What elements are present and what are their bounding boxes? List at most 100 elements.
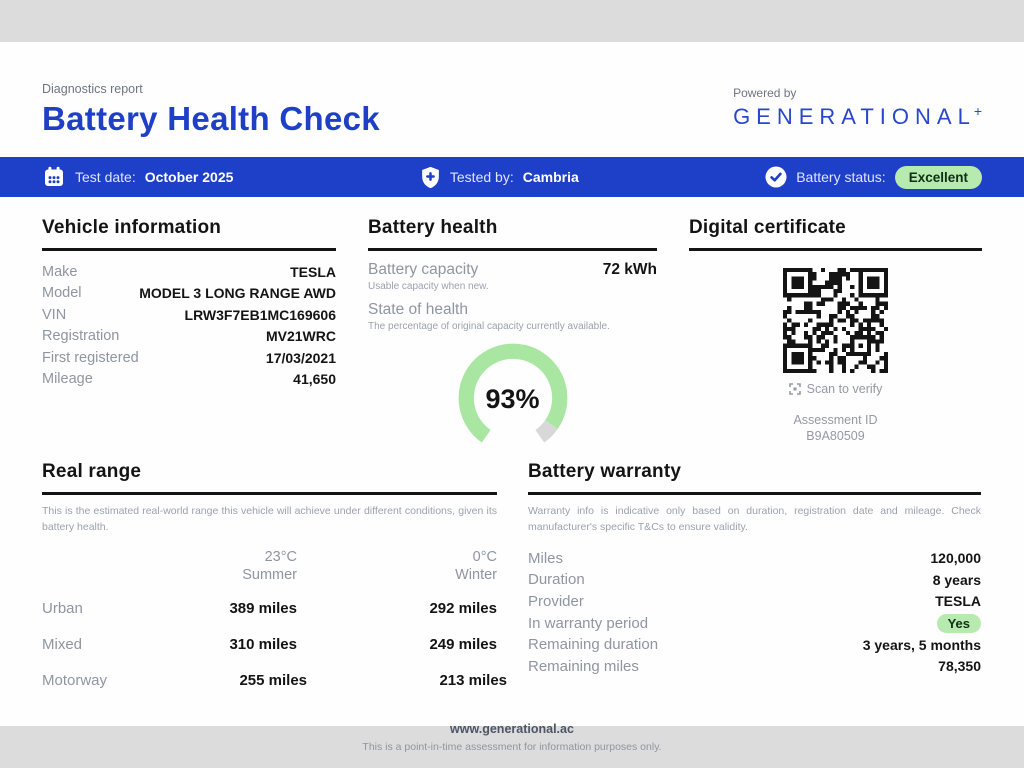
real-range-table: 23°C Summer 0°C Winter Urban 389 miles 292… (42, 548, 507, 693)
table-row: Remaining miles 78,350 (528, 655, 981, 677)
powered-by-label: Powered by (733, 86, 797, 100)
real-range-description: This is the estimated real-world range t… (42, 505, 497, 533)
real-range-title: Real range (42, 461, 497, 495)
soh-label: State of health (368, 301, 468, 318)
table-row: Provider TESLA (528, 591, 981, 613)
brand-block: Powered by GENERATIONAL+ (733, 86, 982, 130)
calendar-icon (45, 166, 63, 186)
table-row: Duration 8 years (528, 569, 981, 591)
table-row: Remaining duration 3 years, 5 months (528, 634, 981, 656)
row-value: LRW3F7EB1MC169606 (184, 306, 336, 323)
qr-code (783, 268, 888, 373)
tested-by-group: Tested by: Cambria (420, 166, 579, 189)
soh-note: The percentage of original capacity curr… (368, 321, 610, 332)
row-value: 41,650 (293, 371, 336, 388)
tested-by-label: Tested by: (449, 169, 514, 185)
table-row: Make TESLA (42, 261, 336, 283)
vehicle-info-list: Make TESLA Model MODEL 3 LONG RANGE AWD VI… (42, 261, 336, 390)
table-row: VIN LRW3F7EB1MC169606 (42, 304, 336, 326)
warranty-title: Battery warranty (528, 461, 981, 495)
row-label: Model (42, 285, 82, 302)
test-date-label: Test date: (75, 169, 136, 185)
warranty-description: Warranty info is indicative only based o… (528, 505, 981, 533)
row-label: In warranty period (528, 614, 649, 632)
main-row-2: Real range This is the estimated real-wo… (0, 461, 1024, 693)
tested-by-value: Cambria (522, 169, 579, 185)
soh-value: 93% (485, 383, 540, 414)
brand-plus: + (973, 103, 982, 119)
row-value: 389 miles (229, 599, 297, 617)
row-value: TESLA (290, 263, 336, 280)
certificate-section: Digital certificate Scan to verify Asses… (689, 217, 982, 459)
page-title: Battery Health Check (42, 100, 380, 137)
report-header: Diagnostics report Battery Health Check … (0, 42, 1024, 138)
footer-disclaimer: This is a point-in-time assessment for i… (362, 740, 662, 753)
battery-capacity-note: Usable capacity when new. (368, 281, 489, 292)
table-row: Miles 120,000 (528, 548, 981, 570)
row-value: 249 miles (429, 635, 497, 653)
brand-logo: GENERATIONAL+ (733, 103, 982, 130)
row-value: 120,000 (930, 550, 981, 567)
row-label: Remaining miles (528, 657, 639, 675)
real-range-section: Real range This is the estimated real-wo… (42, 461, 507, 693)
row-value: 8 years (932, 571, 981, 588)
table-row: Mixed 310 miles 249 miles (42, 632, 497, 657)
row-value: 78,350 (938, 658, 981, 675)
battery-capacity-row: Battery capacity 72 kWh (368, 261, 657, 279)
row-label: Motorway (42, 671, 108, 689)
real-range-header: 23°C Summer 0°C Winter (42, 548, 497, 585)
row-label: VIN (42, 306, 67, 323)
row-value: 213 miles (439, 671, 508, 689)
warranty-list: Miles 120,000 Duration 8 years Provider TES… (528, 548, 981, 678)
battery-capacity-label: Battery capacity (368, 261, 479, 278)
scan-row: Scan to verify (689, 382, 982, 396)
row-value: MV21WRC (265, 328, 336, 345)
table-row: Registration MV21WRC (42, 326, 336, 348)
row-value: TESLA (935, 593, 981, 610)
in-warranty-badge: Yes (936, 613, 981, 633)
row-label: Provider (528, 592, 584, 610)
brand-name: GENERATIONAL (733, 104, 976, 129)
battery-health-section: Battery health Battery capacity 72 kWh U… (368, 217, 657, 459)
battery-health-title: Battery health (368, 217, 657, 251)
assessment-id-value: B9A80509 (806, 429, 865, 444)
battery-status-group: Battery status: Excellent (765, 165, 982, 189)
table-row: In warranty period Yes (528, 612, 981, 634)
assessment-id: Assessment ID B9A80509 (689, 412, 982, 445)
vehicle-info-section: Vehicle information Make TESLA Model MODEL… (42, 217, 336, 459)
soh-gauge: 93% (452, 337, 574, 459)
vehicle-info-title: Vehicle information (42, 217, 336, 251)
row-label: Registration (42, 328, 120, 345)
row-label: Mileage (42, 371, 93, 388)
warranty-section: Battery warranty Warranty info is indica… (528, 461, 981, 693)
shield-plus-icon (422, 166, 439, 188)
row-label: Mixed (42, 635, 83, 653)
table-row: First registered 17/03/2021 (42, 347, 336, 369)
battery-capacity-value: 72 kWh (602, 261, 657, 278)
check-circle-icon (765, 166, 787, 188)
row-label: Remaining duration (528, 636, 659, 654)
row-label: Duration (528, 571, 585, 589)
row-value: 3 years, 5 months (862, 636, 981, 653)
row-label: First registered (42, 349, 139, 366)
report-footer: www.generational.ac This is a point-in-t… (0, 720, 1024, 753)
footer-url-link[interactable]: www.generational.ac (450, 721, 574, 736)
assessment-id-label: Assessment ID (793, 413, 878, 427)
row-label: Make (42, 263, 78, 280)
row-label: Miles (528, 549, 564, 567)
test-date-group: Test date: October 2025 (42, 165, 233, 189)
test-date-value: October 2025 (144, 169, 234, 185)
row-value: 255 miles (239, 671, 308, 689)
soh-gauge-arc (458, 343, 567, 443)
row-label: Urban (42, 599, 83, 617)
row-value: MODEL 3 LONG RANGE AWD (139, 285, 336, 302)
table-row: Urban 389 miles 292 miles (42, 596, 497, 621)
certificate-title: Digital certificate (689, 217, 982, 251)
scan-icon (788, 383, 801, 395)
battery-status-badge: Excellent (894, 165, 982, 189)
report-sheet: Diagnostics report Battery Health Check … (0, 42, 1024, 753)
row-value: 310 miles (229, 635, 297, 653)
row-value: 292 miles (429, 599, 497, 617)
report-eyebrow: Diagnostics report (42, 82, 143, 96)
row-value: 17/03/2021 (265, 349, 336, 366)
